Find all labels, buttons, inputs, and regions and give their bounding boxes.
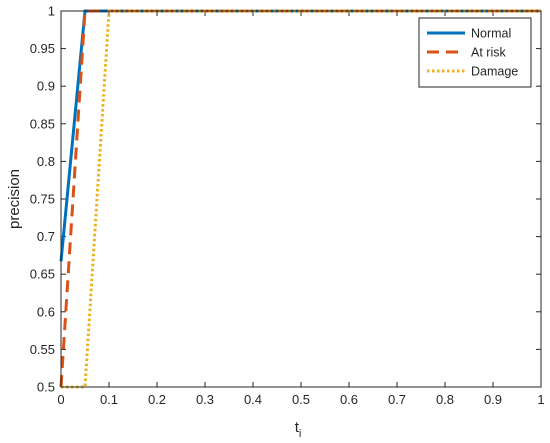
y-tick-label: 0.7 bbox=[37, 229, 55, 244]
x-tick-label: 0.7 bbox=[388, 392, 406, 407]
y-tick-label: 0.55 bbox=[30, 342, 55, 357]
series-line-at-risk bbox=[59, 9, 541, 388]
y-tick-label: 0.65 bbox=[30, 267, 55, 282]
legend-label: Normal bbox=[471, 27, 511, 41]
y-tick-label: 0.8 bbox=[37, 154, 55, 169]
axes-box bbox=[60, 10, 542, 388]
legend: Normal At risk Damage bbox=[418, 17, 532, 88]
y-tick-label: 0.95 bbox=[30, 41, 55, 56]
x-tick-label: 0 bbox=[57, 392, 64, 407]
x-axis-label: ti bbox=[295, 419, 302, 440]
x-tick-label: 0.2 bbox=[148, 392, 166, 407]
x-tick-label: 0.3 bbox=[196, 392, 214, 407]
y-tick-label: 0.75 bbox=[30, 192, 55, 207]
y-tick-label: 0.9 bbox=[37, 79, 55, 94]
x-tick-label: 1 bbox=[537, 392, 544, 407]
x-tick-label: 0.8 bbox=[436, 392, 454, 407]
legend-label: At risk bbox=[471, 46, 506, 60]
x-tick-label: 0.5 bbox=[292, 392, 310, 407]
x-tick-label: 0.4 bbox=[244, 392, 262, 407]
x-axis-ticks: 0 0.1 0.2 0.3 0.4 0.5 0.6 0.7 0.8 0.9 1 bbox=[57, 11, 545, 407]
legend-label: Damage bbox=[471, 65, 518, 79]
y-tick-label: 1 bbox=[48, 4, 55, 19]
x-tick-label: 0.1 bbox=[100, 392, 118, 407]
x-axis-label-subscript: i bbox=[299, 428, 301, 440]
y-tick-label: 0.85 bbox=[30, 116, 55, 131]
y-tick-label: 0.6 bbox=[37, 304, 55, 319]
y-axis-label: precision bbox=[6, 169, 23, 229]
x-tick-label: 0.6 bbox=[340, 392, 358, 407]
y-tick-label: 0.5 bbox=[37, 380, 55, 395]
x-tick-label: 0.9 bbox=[484, 392, 502, 407]
y-axis-ticks: 0.5 0.55 0.6 0.65 0.7 0.75 0.8 0.85 0.9 0.95 1 bbox=[30, 4, 541, 395]
